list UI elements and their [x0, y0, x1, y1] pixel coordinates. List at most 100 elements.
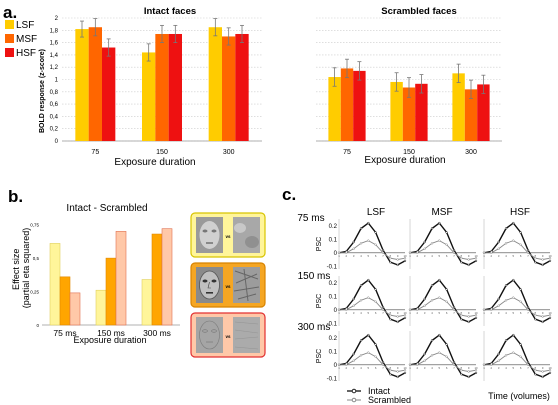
point-scrambled — [423, 304, 426, 307]
plot-lsf-row3: 1 2 3 4 5 6 7 8 9 10 — [337, 331, 407, 381]
x-tick-label: 150 — [156, 149, 168, 156]
x-tick-label: 2 — [417, 366, 419, 370]
bar-hsf-150ms — [115, 231, 127, 326]
point-scrambled — [519, 300, 522, 303]
y-tick-label: 0.1 — [329, 237, 338, 243]
x-tick-label: 6 — [375, 254, 377, 258]
stimulus-hsf: vs — [196, 317, 260, 353]
point-scrambled — [534, 257, 537, 260]
legend-label-lsf: LSF — [16, 20, 34, 31]
x-tick-label: 5 — [368, 254, 370, 258]
point-scrambled — [512, 296, 515, 299]
x-tick-label: 7 — [527, 254, 529, 258]
x-tick-label: 150 — [403, 149, 415, 156]
x-tick-label: 3 — [424, 254, 426, 258]
point-intact — [519, 288, 522, 291]
x-tick-label: 6 — [446, 366, 448, 370]
svg-text:vs: vs — [225, 234, 231, 239]
point-scrambled — [396, 315, 399, 318]
point-intact — [548, 371, 552, 375]
point-scrambled — [467, 315, 470, 318]
legend-label-msf: MSF — [16, 34, 37, 45]
point-intact — [452, 305, 456, 309]
legend-label-scrambled: Scrambled — [368, 395, 411, 405]
point-scrambled — [541, 370, 544, 373]
point-scrambled — [482, 308, 486, 311]
point-scrambled — [490, 251, 493, 254]
y-tick-label: 0.2 — [329, 224, 338, 230]
x-tick-label: 5 — [513, 311, 515, 315]
x-tick-label: 7 — [382, 254, 384, 258]
point-scrambled — [367, 351, 370, 354]
bar-msf-300 — [464, 89, 478, 141]
point-scrambled — [482, 251, 486, 254]
x-tick-label: 4 — [360, 254, 362, 258]
point-intact — [497, 240, 500, 244]
point-intact — [430, 227, 434, 230]
x-tick-label: 9 — [542, 254, 544, 258]
row-label-150: 150 ms — [298, 271, 331, 282]
x-tick-label: 6 — [520, 254, 522, 258]
x-tick-label: 9 — [542, 366, 544, 370]
x-tick-label: 2 — [417, 311, 419, 315]
x-tick-label: 5 — [513, 366, 515, 370]
point-scrambled — [497, 304, 500, 307]
x-tick-label: 3 — [353, 311, 355, 315]
point-scrambled — [374, 355, 377, 358]
x-tick-label: 2 — [491, 254, 493, 258]
point-intact — [423, 352, 426, 356]
x-tick-label: 5 — [439, 254, 441, 258]
x-axis-label: Time (volumes) — [488, 391, 550, 401]
x-tick-label: 3 — [424, 311, 426, 315]
point-scrambled — [352, 247, 355, 250]
point-scrambled — [423, 247, 426, 250]
point-intact — [474, 316, 478, 320]
x-tick-label: 4 — [360, 366, 362, 370]
y-tick-label: 1,8 — [50, 28, 59, 34]
panel-label-c: c. — [282, 185, 296, 204]
y-tick-label: 0,8 — [50, 90, 59, 96]
column-label-msf: MSF — [431, 207, 452, 218]
x-tick-label: 3 — [498, 254, 500, 258]
point-intact — [352, 240, 355, 244]
stimulus-lsf: vs — [196, 217, 260, 253]
point-intact — [352, 352, 355, 356]
point-scrambled — [408, 251, 412, 254]
x-tick-label: 3 — [424, 366, 426, 370]
point-scrambled — [467, 370, 470, 373]
point-scrambled — [548, 314, 552, 317]
chart-title: Intact - Scrambled — [66, 203, 147, 214]
point-intact — [467, 375, 470, 379]
line-scrambled — [339, 240, 406, 260]
point-scrambled — [337, 363, 341, 366]
point-scrambled — [403, 257, 407, 260]
point-scrambled — [526, 251, 530, 254]
plot-msf-row2: 1 2 3 4 5 6 7 8 9 10 — [408, 276, 478, 326]
point-scrambled — [519, 355, 522, 358]
x-axis-label: Exposure duration — [364, 155, 445, 166]
point-intact — [474, 371, 478, 375]
legend-label-hsf: HSF — [16, 48, 36, 59]
point-scrambled — [403, 314, 407, 317]
y-tick-label: 0.2 — [329, 281, 338, 287]
bar-lsf-75 — [75, 29, 89, 141]
x-tick-label: 10 — [548, 366, 552, 370]
line-intact — [338, 279, 406, 323]
x-tick-label: 5 — [513, 254, 515, 258]
point-scrambled — [403, 369, 407, 372]
line-scrambled — [339, 297, 406, 317]
x-tick-label: 2 — [417, 254, 419, 258]
point-scrambled — [526, 363, 530, 366]
point-intact — [438, 221, 441, 225]
point-intact — [396, 320, 399, 324]
line-intact — [483, 279, 551, 323]
point-intact — [423, 240, 426, 244]
y-tick-label: -0.1 — [327, 376, 338, 382]
line-intact — [338, 222, 406, 266]
point-intact — [548, 259, 552, 263]
point-intact — [497, 352, 500, 356]
point-intact — [519, 231, 522, 234]
x-tick-label: 5 — [439, 366, 441, 370]
point-scrambled — [430, 354, 434, 357]
x-tick-label: 1 — [338, 254, 340, 258]
